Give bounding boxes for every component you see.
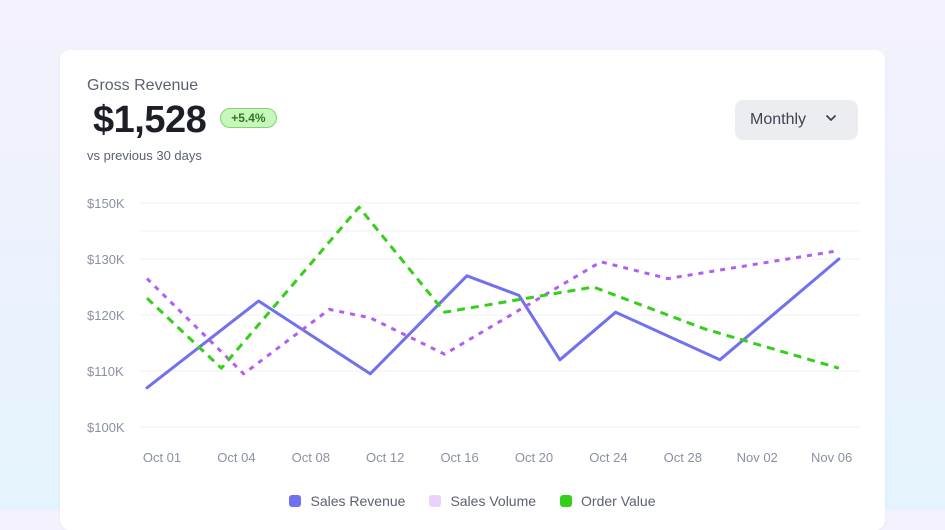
legend-item: Sales Revenue xyxy=(289,493,405,509)
legend-swatch xyxy=(560,495,573,507)
y-tick-label: $120K xyxy=(87,308,125,323)
y-tick-label: $130K xyxy=(87,252,125,267)
chevron-down-icon xyxy=(826,115,836,121)
legend-swatch xyxy=(429,495,442,507)
chart-legend: Sales Revenue Sales Volume Order Value xyxy=(60,493,885,509)
x-tick-label: Oct 04 xyxy=(217,450,255,465)
y-tick-label: $150K xyxy=(87,196,125,211)
gross-revenue-card: Gross Revenue $1,528 +5.4% vs previous 3… xyxy=(60,50,885,530)
x-tick-label: Oct 01 xyxy=(143,450,181,465)
legend-swatch xyxy=(289,495,302,507)
revenue-line-chart: $100K $110K $120K $130K $150K Oct 01 Oct 04 Oct… xyxy=(87,196,860,465)
x-tick-label: Oct 28 xyxy=(664,450,702,465)
legend-label: Sales Revenue xyxy=(310,493,406,509)
revenue-amount: $1,528 xyxy=(93,99,207,141)
legend-item: Sales Volume xyxy=(429,493,536,509)
series-line-sales-revenue xyxy=(145,257,841,390)
y-tick-label: $110K xyxy=(87,364,124,379)
change-badge: +5.4% xyxy=(220,107,277,128)
x-tick-label: Oct 12 xyxy=(366,450,404,465)
period-dropdown-value: Monthly xyxy=(750,111,807,128)
card-label: Gross Revenue xyxy=(87,77,199,94)
x-tick-label: Nov 02 xyxy=(737,450,778,465)
x-tick-label: Nov 06 xyxy=(811,450,852,465)
legend-label: Sales Volume xyxy=(450,493,537,509)
x-tick-label: Oct 16 xyxy=(440,450,478,465)
period-dropdown[interactable]: Monthly xyxy=(735,100,858,140)
comparison-text: vs previous 30 days xyxy=(87,148,202,163)
x-tick-label: Oct 08 xyxy=(292,450,330,465)
value-row: $1,528 +5.4% xyxy=(93,99,277,142)
x-tick-label: Oct 20 xyxy=(515,450,553,465)
x-tick-label: Oct 24 xyxy=(589,450,627,465)
y-tick-label: $100K xyxy=(87,420,125,435)
series-line-order-value xyxy=(145,205,840,370)
series-line-sales-volume xyxy=(145,249,840,376)
legend-label: Order Value xyxy=(581,493,656,509)
legend-item: Order Value xyxy=(560,493,656,509)
